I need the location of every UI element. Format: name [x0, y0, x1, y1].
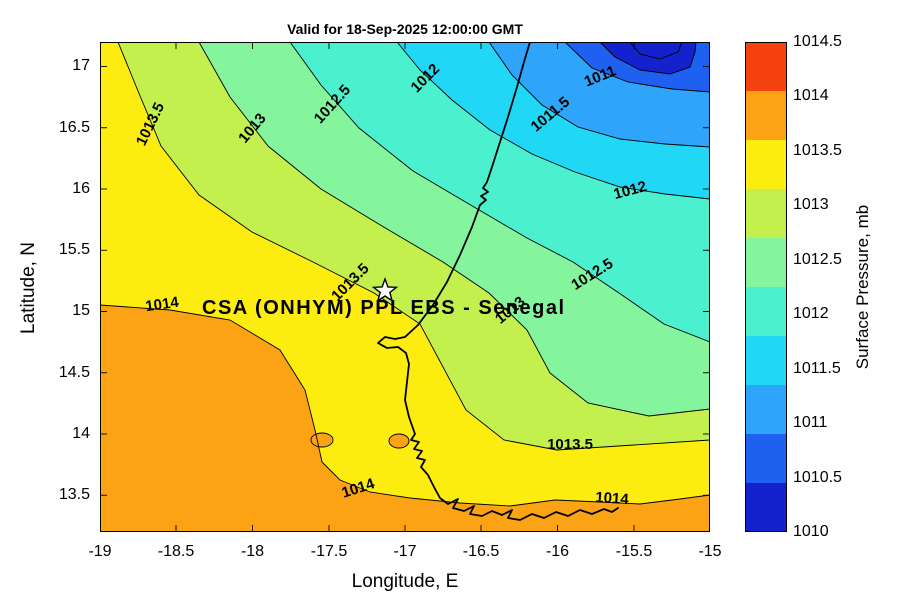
pressure-island — [388, 433, 410, 449]
contour-line-1012.5 — [289, 42, 710, 343]
station-label: CSA (ONHYM) PPL EBS - Senegal — [202, 297, 566, 319]
x-tick-label: -18 — [240, 543, 265, 560]
y-tick-label: 16.5 — [58, 119, 90, 136]
y-tick-label: 16 — [72, 180, 90, 197]
contour-label: 1014 — [144, 294, 180, 316]
station-marker-star-icon — [371, 276, 399, 303]
y-tick-label: 15.5 — [58, 241, 90, 258]
colorbar-cell — [745, 434, 787, 483]
x-tick-label: -15 — [698, 543, 722, 560]
colorbar-tick-label: 1012.5 — [793, 251, 842, 268]
pressure-contour-map: 1013.5 1013 1012.5 1012 1011.5 1011 1012… — [100, 42, 710, 532]
x-tick-label: -16 — [545, 543, 570, 560]
contour-label: 1013.5 — [547, 436, 593, 453]
colorbar — [745, 42, 787, 532]
contour-line-1013 — [198, 42, 710, 417]
colorbar-cell — [745, 42, 787, 91]
colorbar-cell — [745, 385, 787, 434]
x-tick-label: -19 — [88, 543, 112, 560]
x-tick-label: -17 — [393, 543, 417, 560]
colorbar-tick-label: 1014 — [793, 87, 829, 104]
colorbar-tick-label: 1013.5 — [793, 142, 842, 159]
y-tick-label: 13.5 — [58, 486, 90, 503]
plot-border — [100, 42, 710, 532]
x-tick-label: -17.5 — [310, 543, 348, 560]
colorbar-cell — [745, 189, 787, 238]
colorbar-cell — [745, 238, 787, 287]
contour-line-1012 — [396, 42, 710, 200]
colorbar-label: Surface Pressure, mb — [853, 204, 872, 370]
colorbar-cell — [745, 483, 787, 532]
contour-line-1014 — [100, 304, 710, 507]
colorbar-tick-label: 1010.5 — [793, 469, 842, 486]
pressure-island — [310, 432, 334, 448]
colorbar-tick-label: 1012 — [793, 305, 829, 322]
contour-line-1011 — [564, 42, 710, 93]
contour-line-1010.5 — [599, 42, 697, 75]
y-axis-label: Latitude, N — [18, 242, 39, 334]
colorbar-cell — [745, 91, 787, 140]
y-tick-label: 14 — [72, 425, 90, 442]
colorbar-cell — [745, 287, 787, 336]
contour-label: 1014 — [595, 489, 630, 508]
colorbar-cell — [745, 336, 787, 385]
x-tick-label: -16.5 — [462, 543, 500, 560]
colorbar-tick-label: 1011 — [793, 414, 828, 431]
contour-line-1010 — [629, 42, 683, 60]
coastline — [377, 42, 619, 521]
contour-line-1013.5 — [117, 42, 710, 451]
x-axis-label: Longitude, E — [351, 571, 459, 592]
y-tick-label: 15 — [72, 302, 90, 319]
y-tick-label: 17 — [72, 57, 90, 74]
colorbar-tick-label: 1014.5 — [793, 33, 842, 50]
colorbar-tick-label: 1013 — [793, 196, 829, 213]
colorbar-border — [745, 42, 787, 532]
colorbar-tick-label: 1011.5 — [793, 360, 841, 377]
contour-line-1011.5 — [488, 42, 710, 148]
y-tick-label: 14.5 — [58, 364, 90, 381]
plot-title: Valid for 18-Sep-2025 12:00:00 GMT — [287, 21, 523, 37]
band-1010-1010.5 — [600, 42, 696, 74]
x-tick-label: -15.5 — [615, 543, 653, 560]
axis-tick-marks — [100, 42, 710, 532]
colorbar-cell — [745, 140, 787, 189]
x-tick-label: -18.5 — [157, 543, 195, 560]
colorbar-tick-label: 1010 — [793, 523, 829, 540]
